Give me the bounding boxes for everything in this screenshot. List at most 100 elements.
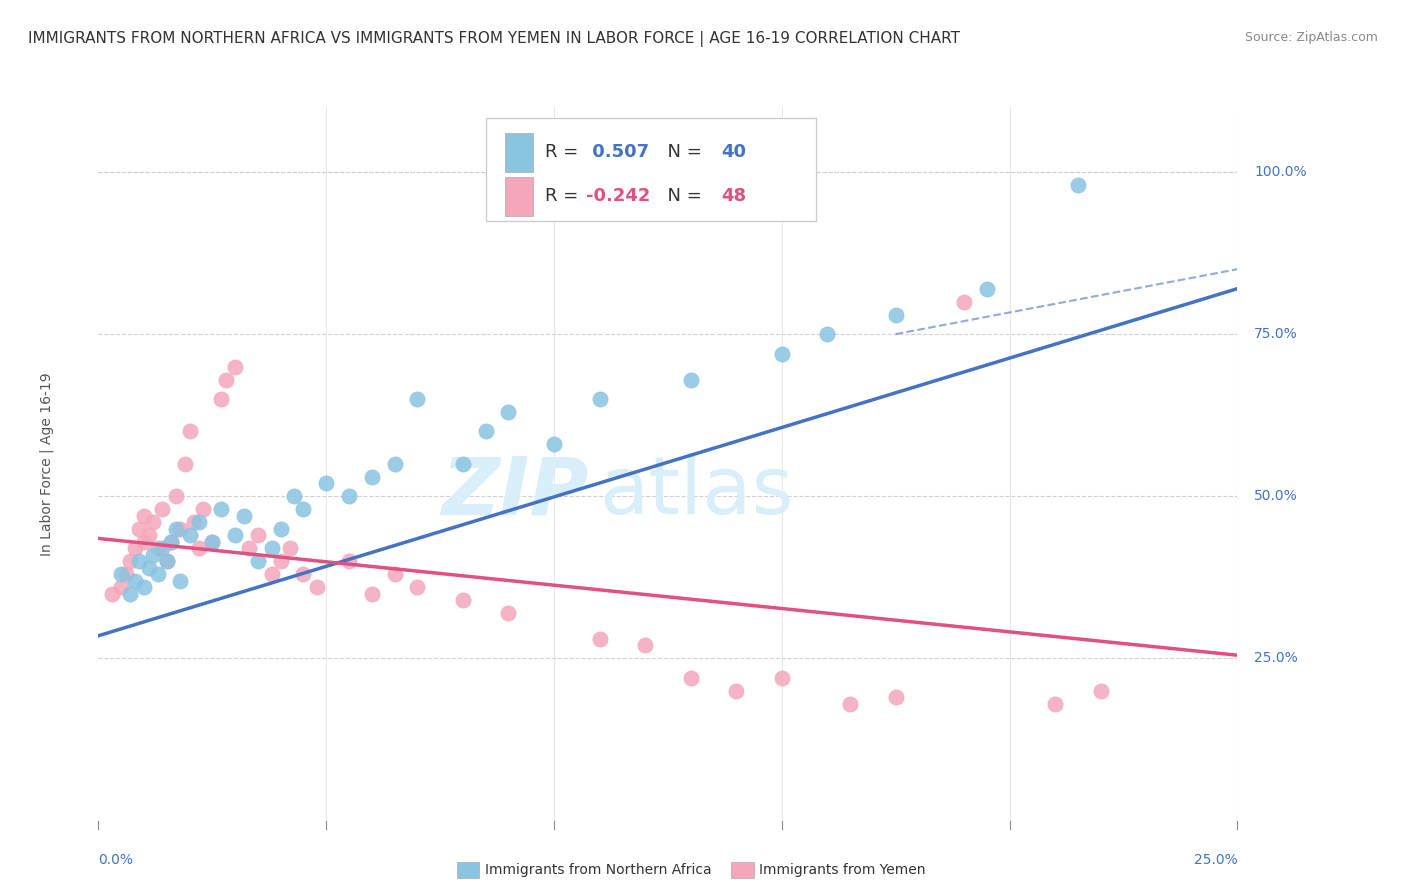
Text: 40: 40 — [721, 143, 747, 161]
Text: 0.0%: 0.0% — [98, 853, 134, 867]
Point — [246, 554, 269, 568]
Point — [337, 554, 360, 568]
Point — [138, 560, 160, 574]
Point — [1043, 697, 1066, 711]
Point — [246, 528, 269, 542]
Point — [360, 470, 382, 484]
Point — [406, 392, 429, 406]
Point — [120, 554, 142, 568]
Point — [183, 515, 205, 529]
Point — [543, 437, 565, 451]
Point — [884, 690, 907, 705]
Text: Immigrants from Northern Africa: Immigrants from Northern Africa — [485, 863, 711, 877]
Point — [132, 508, 155, 523]
Point — [142, 548, 165, 562]
Point — [160, 534, 183, 549]
FancyBboxPatch shape — [485, 118, 815, 221]
Point — [451, 457, 474, 471]
Point — [384, 567, 406, 582]
Text: -0.242: -0.242 — [586, 187, 650, 205]
Point — [179, 425, 201, 439]
Point — [187, 541, 209, 556]
Point — [1067, 178, 1090, 192]
Text: N =: N = — [657, 143, 709, 161]
Text: 25.0%: 25.0% — [1254, 651, 1298, 665]
Point — [498, 405, 520, 419]
Text: N =: N = — [657, 187, 709, 205]
Point — [201, 534, 224, 549]
Point — [238, 541, 260, 556]
Point — [498, 606, 520, 620]
Point — [146, 541, 169, 556]
Point — [679, 671, 702, 685]
Point — [110, 580, 132, 594]
Point — [146, 567, 169, 582]
Text: 25.0%: 25.0% — [1194, 853, 1237, 867]
Point — [101, 586, 124, 600]
FancyBboxPatch shape — [505, 177, 533, 216]
Point — [283, 489, 305, 503]
Point — [209, 392, 232, 406]
Point — [156, 554, 179, 568]
Text: 48: 48 — [721, 187, 747, 205]
Point — [224, 359, 246, 374]
Point — [215, 372, 238, 386]
Point — [270, 554, 292, 568]
Point — [209, 502, 232, 516]
Point — [976, 282, 998, 296]
Point — [815, 327, 838, 342]
Text: 75.0%: 75.0% — [1254, 327, 1298, 341]
Point — [292, 567, 315, 582]
Point — [1090, 684, 1112, 698]
Point — [132, 534, 155, 549]
Point — [174, 457, 197, 471]
Point — [770, 671, 793, 685]
Point — [138, 528, 160, 542]
Point — [169, 522, 191, 536]
Text: IMMIGRANTS FROM NORTHERN AFRICA VS IMMIGRANTS FROM YEMEN IN LABOR FORCE | AGE 16: IMMIGRANTS FROM NORTHERN AFRICA VS IMMIG… — [28, 31, 960, 47]
Point — [124, 541, 146, 556]
Point — [725, 684, 748, 698]
Point — [634, 639, 657, 653]
Point — [260, 541, 283, 556]
Text: Source: ZipAtlas.com: Source: ZipAtlas.com — [1244, 31, 1378, 45]
Point — [451, 593, 474, 607]
Text: 50.0%: 50.0% — [1254, 490, 1298, 503]
FancyBboxPatch shape — [505, 133, 533, 172]
Point — [278, 541, 301, 556]
Point — [165, 522, 187, 536]
Point — [292, 502, 315, 516]
Point — [201, 534, 224, 549]
Text: Immigrants from Yemen: Immigrants from Yemen — [759, 863, 925, 877]
Text: 100.0%: 100.0% — [1254, 165, 1308, 179]
Point — [588, 632, 610, 646]
Point — [307, 580, 329, 594]
Text: atlas: atlas — [599, 453, 794, 532]
Point — [384, 457, 406, 471]
Point — [260, 567, 283, 582]
Point — [839, 697, 862, 711]
Point — [156, 554, 179, 568]
Point — [128, 554, 150, 568]
Text: In Labor Force | Age 16-19: In Labor Force | Age 16-19 — [39, 372, 55, 556]
Point — [128, 522, 150, 536]
Point — [132, 580, 155, 594]
Text: ZIP: ZIP — [440, 453, 588, 532]
Point — [270, 522, 292, 536]
Point — [187, 515, 209, 529]
Point — [169, 574, 191, 588]
Point — [142, 515, 165, 529]
Point — [193, 502, 215, 516]
Point — [679, 372, 702, 386]
Point — [165, 489, 187, 503]
Point — [360, 586, 382, 600]
Point — [224, 528, 246, 542]
Point — [953, 294, 976, 309]
Point — [124, 574, 146, 588]
Point — [160, 534, 183, 549]
Point — [315, 476, 337, 491]
Text: 0.507: 0.507 — [586, 143, 650, 161]
Point — [884, 308, 907, 322]
Point — [114, 567, 136, 582]
Point — [588, 392, 610, 406]
